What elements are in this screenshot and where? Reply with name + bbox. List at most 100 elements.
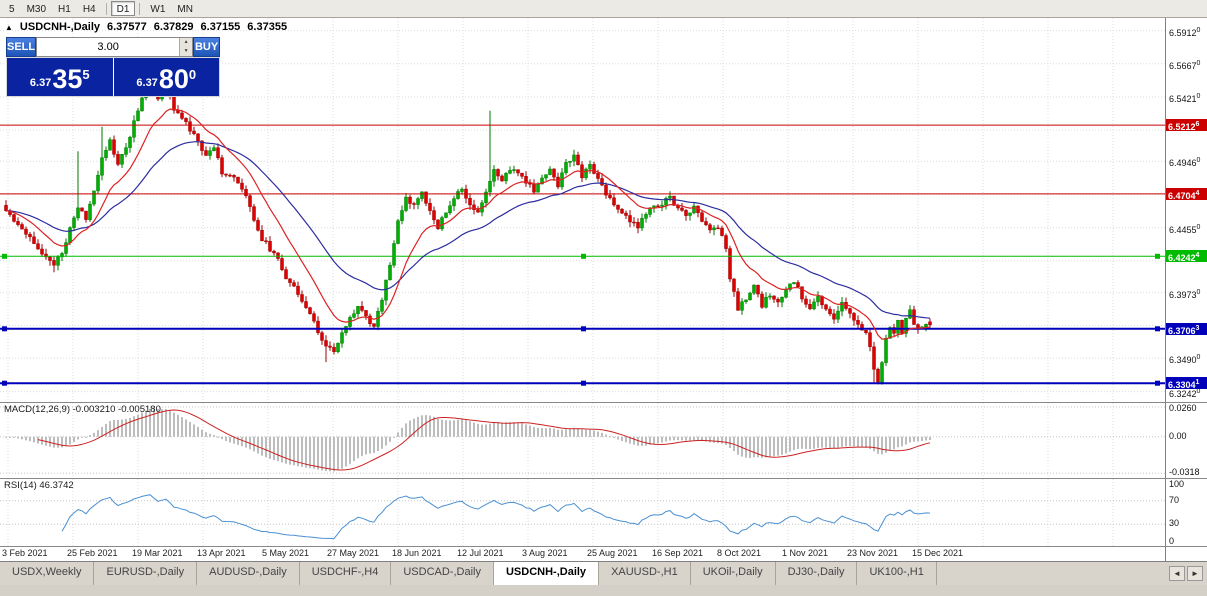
sell-price-prefix: 6.37 [29, 77, 52, 89]
date-label: 3 Aug 2021 [522, 548, 568, 558]
ohlc-low: 6.37155 [200, 21, 241, 33]
chart-ohlc-header: ▲ USDCNH-,Daily 6.37577 6.37829 6.37155 … [5, 21, 287, 33]
axis-corner [1165, 547, 1207, 561]
main-chart-panel: ▲ USDCNH-,Daily 6.37577 6.37829 6.37155 … [0, 18, 1207, 402]
date-label: 25 Aug 2021 [587, 548, 638, 558]
time-axis-panel: 3 Feb 2021 25 Feb 2021 19 Mar 2021 13 Apr 2… [0, 546, 1207, 561]
timeframe-m30-button[interactable]: M30 [26, 4, 47, 15]
timeframe-mn-button[interactable]: MN [177, 4, 193, 15]
rsi-tick: 0 [1169, 535, 1175, 546]
timeframe-toolbar: 5 M30 H1 H4 D1 W1 MN [0, 0, 1207, 18]
buy-price-display[interactable]: 6.37 80 0 [114, 58, 220, 96]
sell-price-display[interactable]: 6.37 35 5 [7, 58, 114, 96]
buy-price-big-digits: 80 [158, 64, 189, 94]
rsi-tick: 100 [1169, 479, 1185, 489]
buy-price-prefix: 6.37 [136, 77, 158, 89]
date-label: 19 Mar 2021 [132, 548, 183, 558]
spin-down-icon[interactable]: ▼ [180, 47, 193, 56]
rsi-chart[interactable]: RSI(14) 46.3742 [0, 479, 1165, 546]
buy-button[interactable]: BUY [193, 37, 220, 57]
price-tick: 6.32420 [1169, 387, 1201, 399]
tab-scroll-left-button[interactable]: ◄ [1169, 566, 1185, 581]
macd-tick: -0.0318 [1169, 467, 1200, 478]
bottom-strip [0, 585, 1207, 596]
price-chart[interactable]: ▲ USDCNH-,Daily 6.37577 6.37829 6.37155 … [0, 18, 1165, 402]
toolbar-separator [139, 2, 141, 15]
price-tick: 6.49460 [1169, 157, 1201, 169]
date-label: 3 Feb 2021 [2, 548, 48, 558]
volume-box: ▲ ▼ [36, 37, 194, 57]
chart-tab-uk100-h1[interactable]: UK100-,H1 [857, 562, 937, 585]
macd-axis: 0.0260 0.00 -0.0318 [1165, 403, 1207, 478]
rsi-svg [0, 479, 1165, 546]
ohlc-close: 6.37355 [247, 21, 288, 33]
price-tick: 6.56670 [1169, 59, 1201, 71]
time-axis[interactable]: 3 Feb 2021 25 Feb 2021 19 Mar 2021 13 Apr 2… [0, 547, 1165, 561]
bid-ask-display: 6.37 35 5 6.37 80 0 [6, 57, 220, 97]
date-label: 12 Jul 2021 [457, 548, 504, 558]
date-label: 16 Sep 2021 [652, 548, 704, 558]
trade-buttons-row: SELL ▲ ▼ BUY [6, 37, 220, 57]
date-label: 1 Nov 2021 [782, 548, 829, 558]
timeframe-d1-button[interactable]: D1 [110, 1, 136, 16]
toolbar-separator [105, 2, 107, 15]
rsi-indicator-panel: RSI(14) 46.3742 100 70 30 0 [0, 478, 1207, 546]
ohlc-open: 6.37577 [107, 21, 147, 33]
timeframe-w1-button[interactable]: W1 [150, 4, 166, 15]
date-label: 23 Nov 2021 [847, 548, 899, 558]
main-chart-svg [0, 18, 1165, 402]
chart-tabbar: USDX,Weekly EURUSD-,Daily AUDUSD-,Daily USD… [0, 561, 1207, 585]
chart-tab-usdcnh-daily[interactable]: USDCNH-,Daily [493, 562, 600, 585]
date-label: 13 Apr 2021 [197, 548, 246, 558]
date-label: 27 May 2021 [327, 548, 380, 558]
chart-symbol-label: USDCNH-,Daily [19, 21, 100, 33]
price-tick: 6.39730 [1169, 288, 1201, 300]
chart-tab-ukoil-daily[interactable]: UKOil-,Daily [691, 562, 776, 585]
rsi-tick: 70 [1169, 494, 1180, 505]
chart-tab-usdx-weekly[interactable]: USDX,Weekly [0, 562, 95, 585]
collapse-panel-icon[interactable]: ▲ [5, 22, 13, 32]
macd-tick: 0.00 [1169, 430, 1187, 441]
date-label: 8 Oct 2021 [717, 548, 762, 558]
level-price-badge[interactable]: 6.33041 [1166, 377, 1207, 390]
volume-spinner: ▲ ▼ [179, 38, 193, 56]
rsi-axis: 100 70 30 0 [1165, 479, 1207, 546]
rsi-tick: 30 [1169, 518, 1180, 529]
one-click-trading-panel: SELL ▲ ▼ BUY 6.37 35 5 6.37 [6, 37, 220, 97]
macd-tick: 0.0260 [1169, 403, 1197, 413]
price-axis[interactable]: 6.59120 6.56670 6.54210 6.49460 6.44550 6.397… [1165, 18, 1207, 402]
tab-scroll-right-button[interactable]: ► [1187, 566, 1203, 581]
price-tick: 6.44550 [1169, 223, 1201, 235]
volume-input[interactable] [37, 38, 180, 56]
chart-tab-audusd-daily[interactable]: AUDUSD-,Daily [197, 562, 300, 585]
sell-price-sup-digit: 5 [82, 67, 90, 82]
date-label: 15 Dec 2021 [912, 548, 964, 558]
price-tick: 6.54210 [1169, 92, 1201, 104]
date-label: 25 Feb 2021 [67, 548, 118, 558]
date-label: 18 Jun 2021 [392, 548, 442, 558]
level-price-badge[interactable]: 6.47044 [1166, 187, 1207, 201]
date-label: 5 May 2021 [262, 548, 310, 558]
price-tick: 6.34900 [1169, 354, 1201, 366]
chart-tab-xauusd-h1[interactable]: XAUUSD-,H1 [599, 562, 691, 585]
ohlc-high: 6.37829 [153, 21, 194, 33]
chart-tab-dj30-daily[interactable]: DJ30-,Daily [776, 562, 858, 585]
macd-label: MACD(12,26,9) -0.003210 -0.005180 [4, 404, 161, 415]
chart-tab-usdchf-h4[interactable]: USDCHF-,H4 [300, 562, 392, 585]
rsi-label: RSI(14) 46.3742 [4, 480, 74, 491]
timeframe-5-button[interactable]: 5 [9, 4, 15, 15]
chart-tab-eurusd-daily[interactable]: EURUSD-,Daily [94, 562, 198, 585]
level-price-badge[interactable]: 6.52126 [1166, 119, 1207, 132]
spin-up-icon[interactable]: ▲ [180, 38, 193, 47]
macd-chart[interactable]: MACD(12,26,9) -0.003210 -0.005180 [0, 403, 1165, 478]
sell-button[interactable]: SELL [6, 37, 37, 57]
timeframe-h4-button[interactable]: H4 [82, 4, 96, 15]
chart-tab-usdcad-daily[interactable]: USDCAD-,Daily [391, 562, 494, 585]
price-tick: 6.59120 [1169, 26, 1201, 38]
macd-indicator-panel: MACD(12,26,9) -0.003210 -0.005180 0.0260… [0, 402, 1207, 478]
level-price-badge[interactable]: 6.42424 [1166, 250, 1207, 263]
sell-price-big-digits: 35 [52, 64, 83, 94]
timeframe-h1-button[interactable]: H1 [58, 4, 71, 15]
level-price-badge[interactable]: 6.37063 [1166, 322, 1207, 336]
macd-svg [0, 403, 1165, 478]
